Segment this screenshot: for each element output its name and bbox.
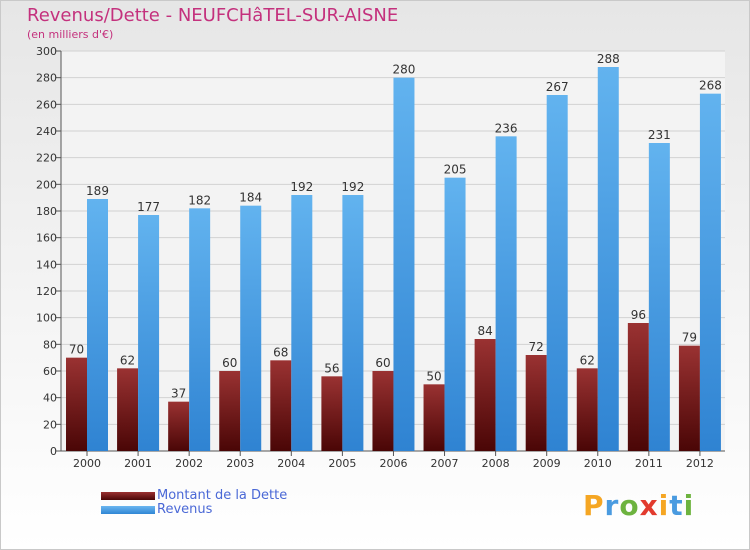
logo-letter: o (619, 489, 640, 522)
bar-dette (678, 345, 700, 451)
data-label-dette: 79 (682, 331, 697, 345)
bar-revenus (87, 199, 108, 451)
data-label-revenus: 236 (495, 121, 518, 135)
x-tick-label: 2010 (584, 457, 612, 470)
logo-letter: r (604, 489, 620, 522)
data-label-revenus: 182 (188, 193, 211, 207)
bar-dette (423, 384, 445, 451)
bar-dette (474, 339, 496, 451)
y-tick-label: 280 (36, 72, 57, 85)
y-tick-label: 120 (36, 285, 57, 298)
legend-swatch-revenus (101, 506, 155, 514)
x-tick-label: 2000 (73, 457, 101, 470)
data-label-dette: 37 (171, 387, 186, 401)
data-label-dette: 60 (222, 356, 237, 370)
x-tick-label: 2004 (277, 457, 305, 470)
y-tick-label: 140 (36, 258, 57, 271)
data-label-revenus: 280 (393, 63, 416, 77)
y-tick-label: 160 (36, 232, 57, 245)
x-tick-label: 2006 (379, 457, 407, 470)
bar-dette (525, 355, 547, 451)
data-label-dette: 72 (529, 340, 544, 354)
data-label-dette: 68 (273, 345, 288, 359)
data-label-dette: 62 (120, 353, 135, 367)
data-label-dette: 50 (426, 369, 441, 383)
data-label-dette: 56 (324, 361, 339, 375)
legend-label-revenus: Revenus (157, 502, 213, 517)
bar-revenus (546, 95, 568, 451)
legend-label-dette: Montant de la Dette (157, 488, 288, 503)
bar-dette (321, 376, 343, 451)
data-label-dette: 96 (631, 308, 646, 322)
data-label-dette: 70 (69, 343, 84, 357)
bar-revenus (495, 136, 517, 452)
y-tick-label: 100 (36, 312, 57, 325)
y-tick-label: 180 (36, 205, 57, 218)
x-tick-label: 2009 (533, 457, 561, 470)
legend-swatch-dette (101, 492, 155, 500)
logo-letter: t (669, 489, 684, 522)
y-tick-label: 260 (36, 98, 57, 111)
x-tick-label: 2008 (482, 457, 510, 470)
bar-dette (627, 323, 649, 451)
data-label-revenus: 288 (597, 52, 620, 66)
data-label-revenus: 205 (444, 163, 467, 177)
x-tick-label: 2003 (226, 457, 254, 470)
bar-revenus (648, 143, 670, 451)
bar-revenus (342, 195, 364, 451)
data-label-revenus: 231 (648, 128, 671, 142)
y-tick-label: 20 (43, 418, 57, 431)
bar-dette (372, 371, 394, 451)
data-label-revenus: 192 (341, 180, 364, 194)
y-tick-label: 60 (43, 365, 57, 378)
x-tick-label: 2012 (686, 457, 714, 470)
x-tick-label: 2002 (175, 457, 203, 470)
bar-revenus (189, 208, 211, 451)
y-tick-label: 220 (36, 152, 57, 165)
bar-dette (168, 401, 190, 451)
data-label-revenus: 189 (86, 184, 109, 198)
data-label-revenus: 192 (290, 180, 313, 194)
bar-dette (576, 368, 598, 451)
y-tick-label: 40 (43, 392, 57, 405)
bar-revenus (138, 215, 160, 451)
bar-revenus (597, 67, 619, 451)
logo-letter: i (658, 489, 670, 522)
x-tick-label: 2011 (635, 457, 663, 470)
logo-letter: x (639, 489, 659, 522)
y-tick-label: 300 (36, 45, 57, 58)
data-label-revenus: 177 (137, 200, 160, 214)
bar-revenus (699, 93, 721, 452)
proxiti-logo: Proxiti (583, 489, 694, 522)
bar-revenus (291, 195, 313, 451)
x-tick-label: 2007 (431, 457, 459, 470)
y-tick-label: 0 (50, 445, 57, 458)
bar-revenus (393, 77, 415, 452)
logo-letter: i (683, 489, 695, 522)
chart-title: Revenus/Dette - NEUFCHâTEL-SUR-AISNE (27, 5, 399, 26)
x-tick-label: 2005 (328, 457, 356, 470)
logo-letter: P (583, 489, 605, 522)
data-label-revenus: 268 (699, 79, 722, 93)
bar-dette (219, 371, 241, 451)
y-tick-label: 240 (36, 125, 57, 138)
bar-dette (270, 360, 292, 451)
data-label-revenus: 267 (546, 80, 569, 94)
data-label-revenus: 184 (239, 191, 262, 205)
bar-revenus (240, 205, 262, 451)
bar-revenus (444, 177, 466, 451)
y-tick-label: 80 (43, 338, 57, 351)
y-tick-label: 200 (36, 178, 57, 191)
data-label-dette: 60 (375, 356, 390, 370)
data-label-dette: 84 (477, 324, 492, 338)
chart-subtitle: (en milliers d'€) (27, 28, 114, 41)
bar-dette (66, 357, 87, 451)
bar-dette (117, 368, 139, 451)
data-label-dette: 62 (580, 353, 595, 367)
x-tick-label: 2001 (124, 457, 152, 470)
